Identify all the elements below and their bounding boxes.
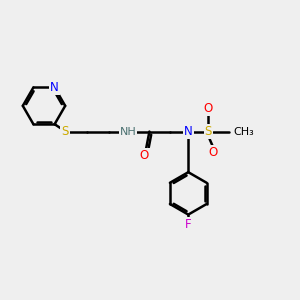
Text: O: O: [140, 149, 149, 162]
Text: O: O: [209, 146, 218, 159]
Text: F: F: [185, 218, 192, 230]
Text: NH: NH: [120, 127, 136, 136]
Text: S: S: [205, 125, 212, 138]
Text: O: O: [204, 102, 213, 116]
Text: CH₃: CH₃: [234, 127, 254, 136]
Text: N: N: [184, 125, 193, 138]
Text: S: S: [61, 125, 69, 138]
Text: N: N: [50, 81, 59, 94]
